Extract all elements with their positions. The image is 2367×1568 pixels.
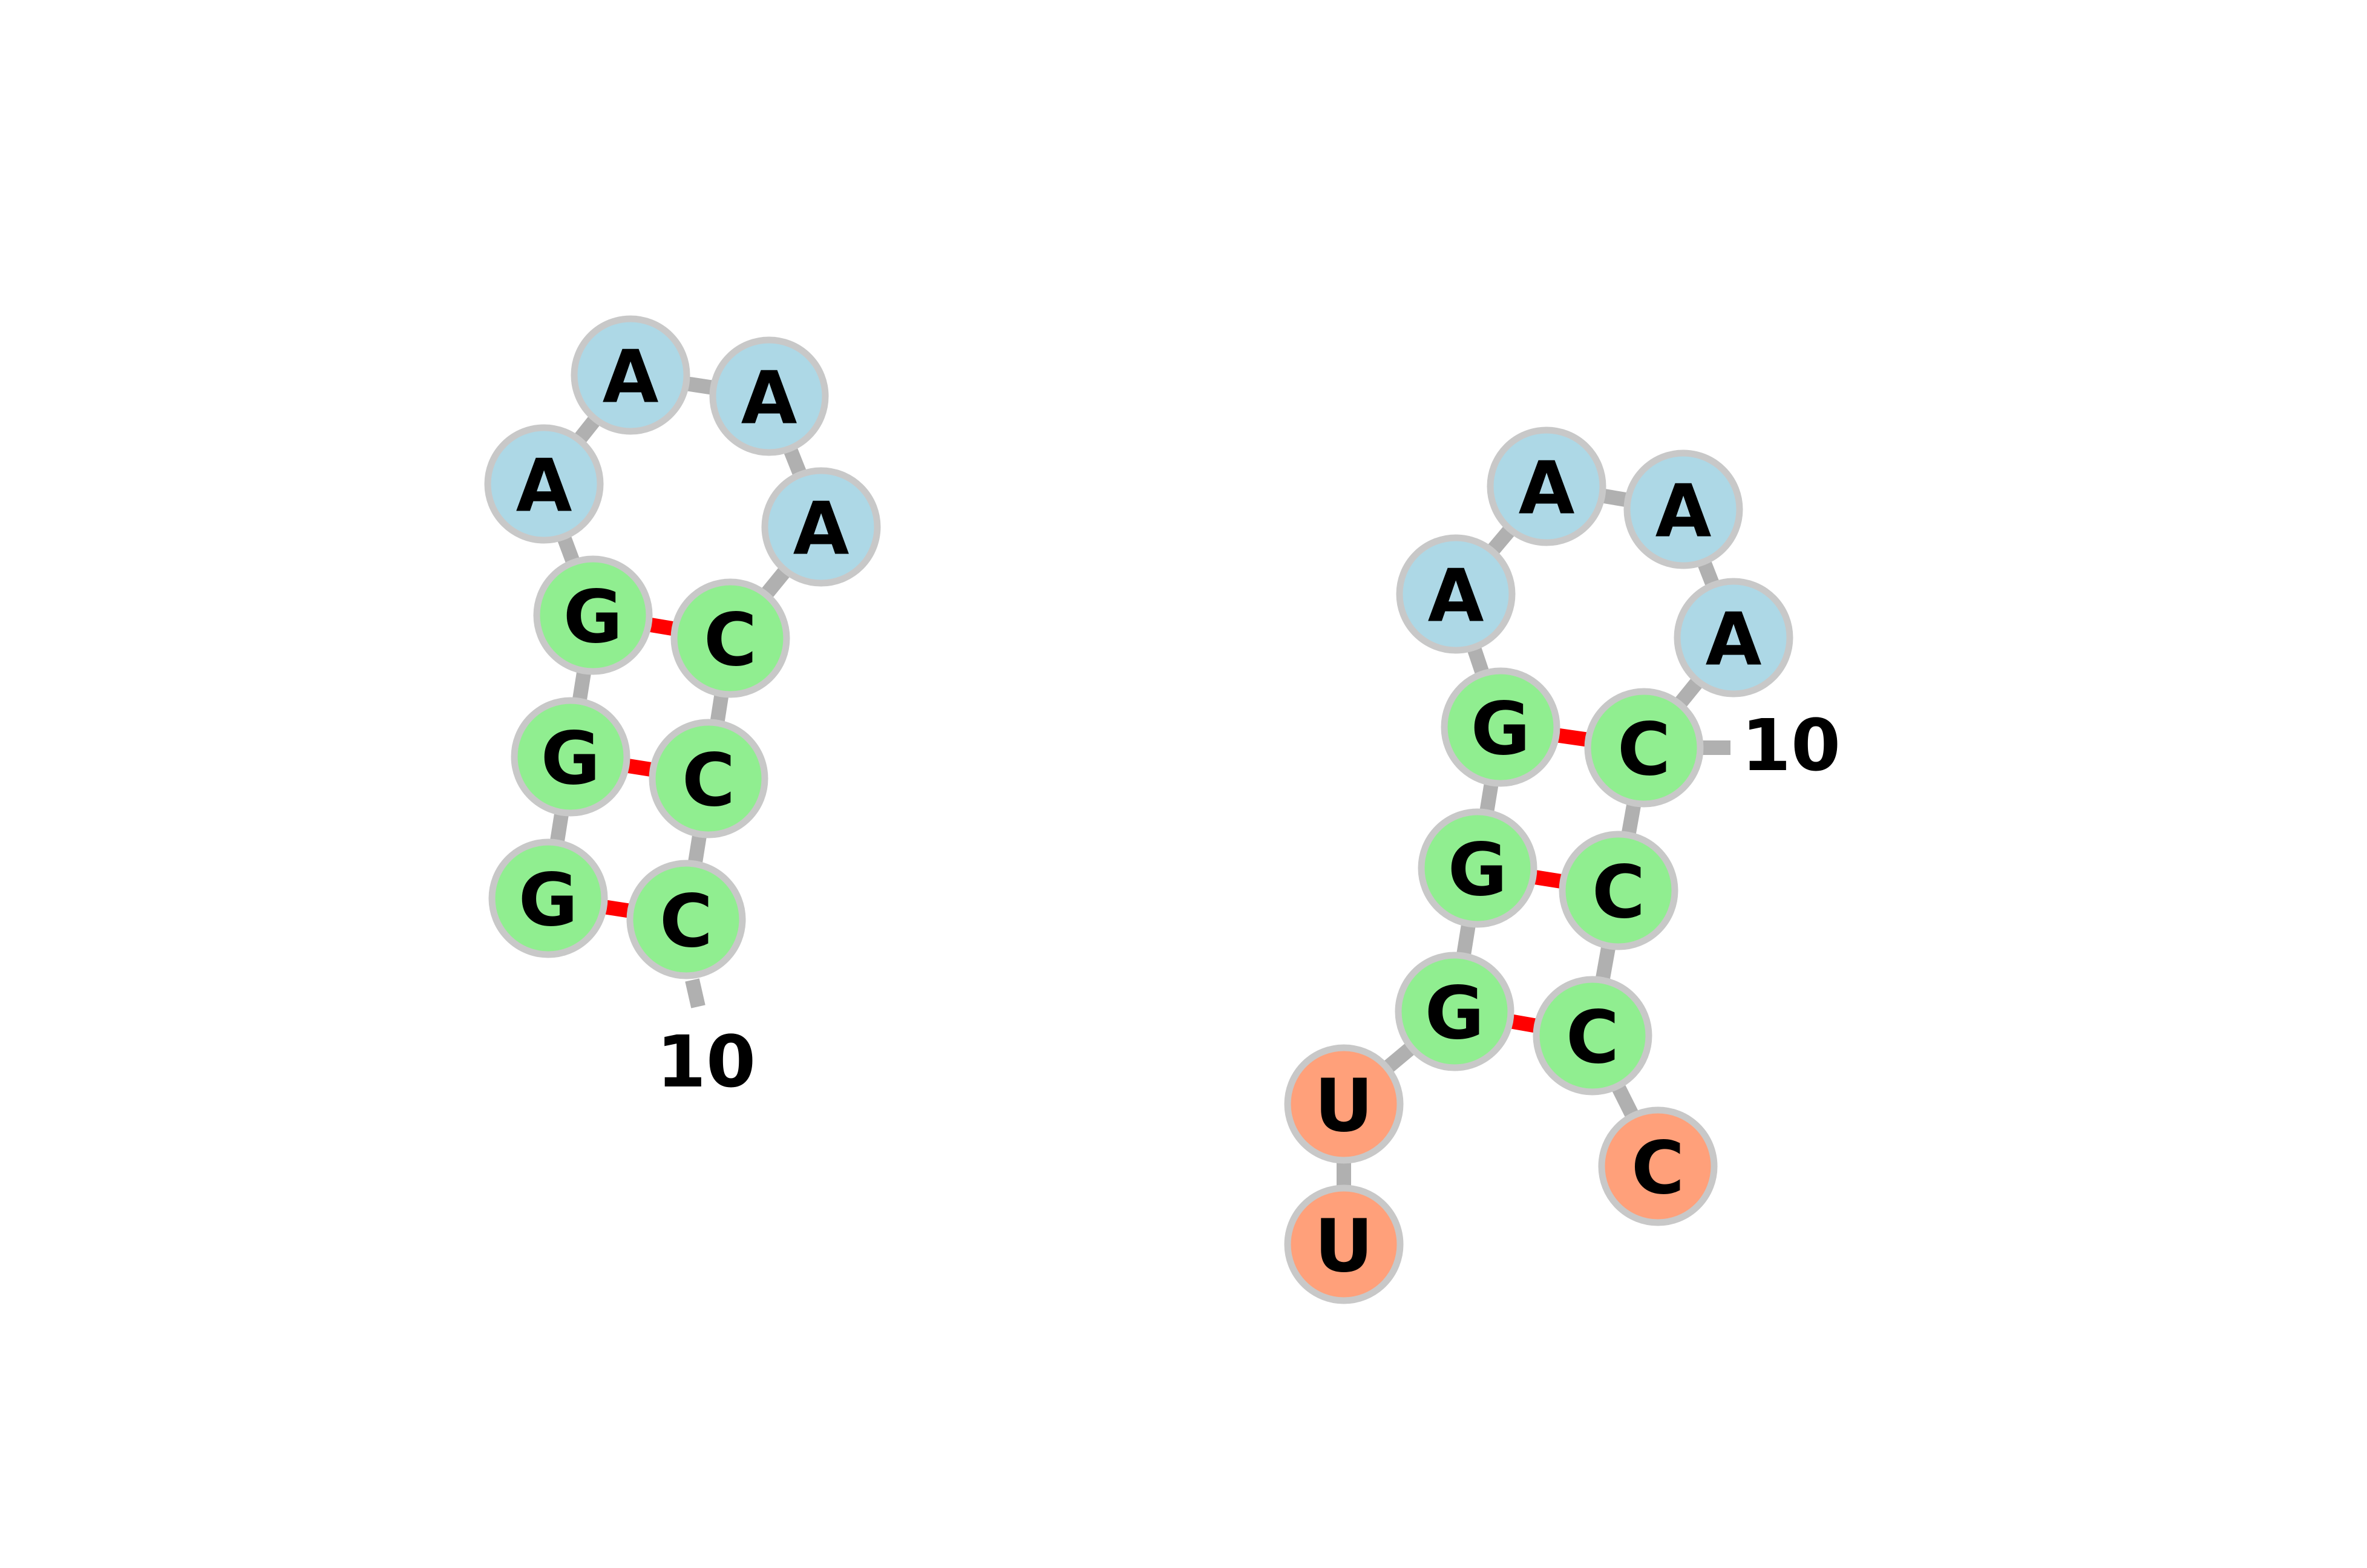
nucleotide-letter: G (541, 717, 601, 802)
nucleotide-circle (1623, 449, 1743, 569)
nucleotide-letter: G (563, 576, 623, 660)
nucleotide-node: A (1396, 534, 1516, 654)
position-label-tick (685, 978, 706, 1008)
nucleotide-circle (1396, 534, 1516, 654)
nucleotide-letter: G (1425, 972, 1485, 1056)
nucleotide-node: A (484, 424, 604, 544)
nucleotide-circle (1598, 1106, 1718, 1226)
nucleotide-node: G (533, 555, 653, 675)
nucleotide-circle (511, 697, 630, 817)
nucleotide-letter: A (793, 488, 850, 572)
nucleotide-letter: C (1592, 851, 1645, 935)
nucleotide-circle (670, 578, 790, 698)
nucleotide-node: G (488, 838, 608, 958)
nucleotide-letter: A (1428, 555, 1484, 639)
nucleotide-circle (571, 315, 690, 435)
nucleotide-circle (626, 860, 746, 979)
nucleotide-letter: C (1617, 708, 1671, 792)
structure-2-position-label: 10 (1741, 704, 1841, 787)
nucleotide-circle (1533, 976, 1652, 1096)
nucleotide-node: A (571, 315, 690, 435)
nucleotide-letter: A (1519, 447, 1575, 531)
nucleotide-node: G (1441, 667, 1560, 787)
nucleotide-letter: A (1655, 470, 1712, 554)
nucleotide-node: A (1623, 449, 1743, 569)
nucleotide-node: C (670, 578, 790, 698)
nucleotide-circle (484, 424, 604, 544)
nucleotide-node: A (1674, 578, 1793, 697)
nucleotide-letter: C (1566, 996, 1619, 1080)
nucleotide-node: A (1487, 426, 1606, 546)
nucleotide-node: C (1584, 688, 1704, 808)
nucleotide-circle (1487, 426, 1606, 546)
nucleotide-node: A (761, 467, 881, 587)
nucleotide-node: C (626, 860, 746, 979)
nucleotide-node: A (709, 336, 829, 456)
nucleotide-node: U (1284, 1044, 1404, 1164)
nucleotide-letter: G (519, 859, 578, 943)
nucleotide-letter: G (1448, 829, 1508, 913)
nucleotide-circle (1674, 578, 1793, 697)
nucleotide-letter: A (516, 445, 572, 529)
nucleotide-letter: U (1314, 1065, 1373, 1149)
nucleotide-letter: A (741, 357, 797, 441)
nucleotide-letter: C (660, 880, 713, 964)
nucleotide-circle (533, 555, 653, 675)
nucleotide-node: C (1559, 831, 1678, 950)
nucleotide-node: C (1533, 976, 1652, 1096)
nucleotide-circle (649, 719, 768, 838)
nucleotide-node: C (649, 719, 768, 838)
nucleotide-circle (1584, 688, 1704, 808)
nucleotide-letter: U (1314, 1205, 1373, 1289)
nucleotide-letter: A (1706, 598, 1762, 682)
nucleotide-circle (1395, 952, 1514, 1071)
nucleotide-node: G (511, 697, 630, 817)
nucleotide-letter: G (1471, 688, 1531, 772)
nucleotide-circle (1418, 808, 1537, 928)
nucleotide-circle (1284, 1184, 1404, 1304)
nucleotide-letter: C (682, 739, 735, 823)
nucleotide-circle (761, 467, 881, 587)
nucleotide-node: U (1284, 1184, 1404, 1304)
nucleotide-letter: A (603, 336, 659, 420)
nucleotide-circle (488, 838, 608, 958)
nucleotide-node: C (1598, 1106, 1718, 1226)
nucleotide-node: G (1418, 808, 1537, 928)
nucleotide-circle (709, 336, 829, 456)
nucleotide-node: G (1395, 952, 1514, 1071)
nucleotide-letter: C (1631, 1127, 1684, 1211)
nucleotide-circle (1559, 831, 1678, 950)
nucleotide-letter: C (704, 599, 757, 683)
structure-1-position-label: 10 (656, 1020, 756, 1103)
nucleotide-circle (1284, 1044, 1404, 1164)
nucleotide-circle (1441, 667, 1560, 787)
